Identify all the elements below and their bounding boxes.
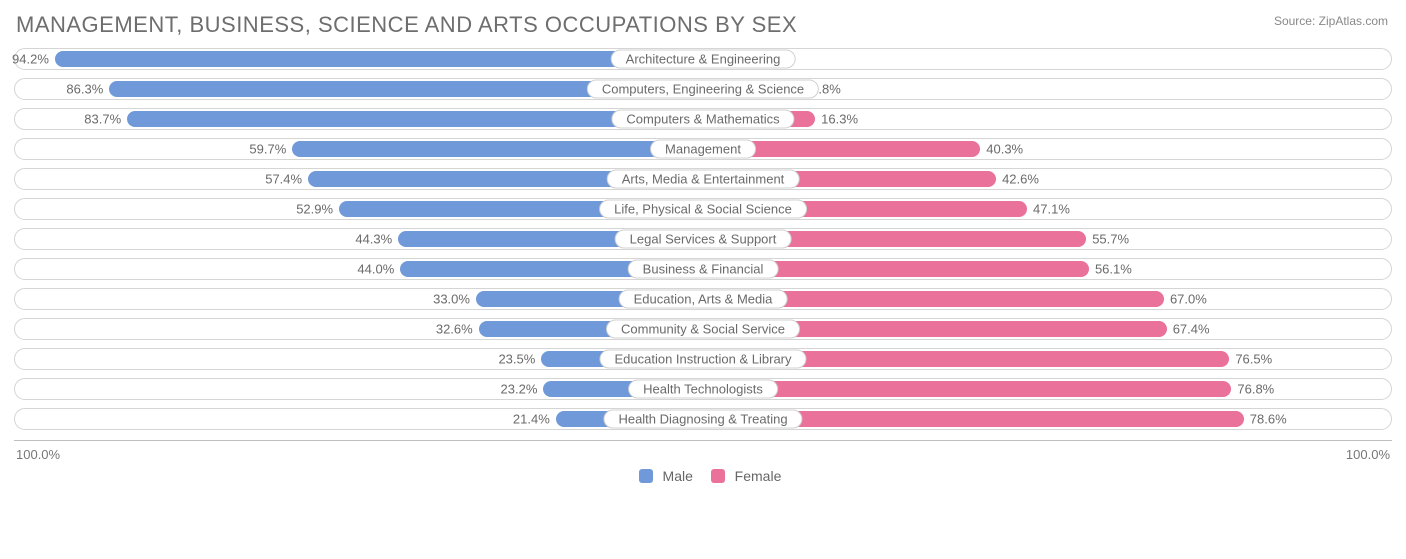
bar-row: 44.0% 56.1% Business & Financial [14,258,1392,280]
bar-row: 94.2%5.8%Architecture & Engineering [14,48,1392,70]
bar-row: 21.4% 78.6% Health Diagnosing & Treating [14,408,1392,430]
category-label: Legal Services & Support [615,230,792,249]
male-pct-label: 23.2% [501,382,538,397]
chart-title: MANAGEMENT, BUSINESS, SCIENCE AND ARTS O… [16,12,1392,38]
bar-row: 23.2% 76.8% Health Technologists [14,378,1392,400]
male-pct-label: 21.4% [513,412,550,427]
bar-track: 44.0% 56.1% Business & Financial [14,258,1392,280]
bar-track: 52.9% 47.1% Life, Physical & Social Scienc… [14,198,1392,220]
x-axis-right-label: 100.0% [1346,447,1390,462]
female-pct-label: 47.1% [1033,202,1070,217]
male-pct-label: 33.0% [433,292,470,307]
female-pct-label: 40.3% [986,142,1023,157]
bar-row: 57.4% 42.6% Arts, Media & Entertainment [14,168,1392,190]
legend: Male Female [14,468,1392,484]
bar-track: 59.7% 40.3% Management [14,138,1392,160]
bar-female [703,381,1231,397]
category-label: Management [650,140,756,159]
bar-track: 57.4% 42.6% Arts, Media & Entertainment [14,168,1392,190]
bar-row: 23.5% 76.5% Education Instruction & Librar… [14,348,1392,370]
category-label: Business & Financial [628,260,779,279]
bar-male [292,141,703,157]
bar-track: 21.4% 78.6% Health Diagnosing & Treating [14,408,1392,430]
male-pct-label: 52.9% [296,202,333,217]
bar-track: 83.7% 16.3% Computers & Mathematics [14,108,1392,130]
x-axis: 100.0% 100.0% [16,447,1390,462]
bar-track: 23.5% 76.5% Education Instruction & Librar… [14,348,1392,370]
bar-track: 44.3% 55.7% Legal Services & Support [14,228,1392,250]
legend-swatch-male [639,469,653,483]
female-pct-label: 67.0% [1170,292,1207,307]
bar-track: 23.2% 76.8% Health Technologists [14,378,1392,400]
male-pct-label: 23.5% [498,352,535,367]
male-pct-label: 44.3% [355,232,392,247]
category-label: Community & Social Service [606,320,800,339]
category-label: Health Diagnosing & Treating [603,410,802,429]
bar-track: 32.6% 67.4% Community & Social Service [14,318,1392,340]
legend-label-female: Female [735,468,782,484]
male-pct-label: 32.6% [436,322,473,337]
category-label: Computers, Engineering & Science [587,80,819,99]
bar-male [55,51,703,67]
source-attribution: Source: ZipAtlas.com [1274,14,1388,28]
plot-area: 94.2%5.8%Architecture & Engineering 86.3%… [14,48,1392,441]
category-label: Education, Arts & Media [619,290,788,309]
male-pct-label: 94.2% [12,52,49,67]
female-pct-label: 16.3% [821,112,858,127]
legend-label-male: Male [663,468,693,484]
female-pct-label: 67.4% [1173,322,1210,337]
bar-row: 83.7% 16.3% Computers & Mathematics [14,108,1392,130]
bar-row: 52.9% 47.1% Life, Physical & Social Scienc… [14,198,1392,220]
category-label: Architecture & Engineering [611,50,796,69]
male-pct-label: 59.7% [249,142,286,157]
bar-row: 33.0% 67.0% Education, Arts & Media [14,288,1392,310]
bar-track: 86.3%13.8%Computers, Engineering & Scien… [14,78,1392,100]
female-pct-label: 76.5% [1235,352,1272,367]
category-label: Life, Physical & Social Science [599,200,807,219]
bar-row: 86.3%13.8%Computers, Engineering & Scien… [14,78,1392,100]
female-pct-label: 42.6% [1002,172,1039,187]
category-label: Arts, Media & Entertainment [607,170,800,189]
bar-track: 94.2%5.8%Architecture & Engineering [14,48,1392,70]
female-pct-label: 76.8% [1237,382,1274,397]
bar-track: 33.0% 67.0% Education, Arts & Media [14,288,1392,310]
category-label: Health Technologists [628,380,778,399]
bar-row: 32.6% 67.4% Community & Social Service [14,318,1392,340]
male-pct-label: 86.3% [66,82,103,97]
male-pct-label: 44.0% [357,262,394,277]
bar-row: 59.7% 40.3% Management [14,138,1392,160]
x-axis-left-label: 100.0% [16,447,60,462]
female-pct-label: 56.1% [1095,262,1132,277]
female-pct-label: 55.7% [1092,232,1129,247]
legend-swatch-female [711,469,725,483]
bar-row: 44.3% 55.7% Legal Services & Support [14,228,1392,250]
category-label: Computers & Mathematics [611,110,794,129]
category-label: Education Instruction & Library [599,350,806,369]
male-pct-label: 57.4% [265,172,302,187]
female-pct-label: 78.6% [1250,412,1287,427]
diverging-bar-chart: MANAGEMENT, BUSINESS, SCIENCE AND ARTS O… [0,0,1406,559]
male-pct-label: 83.7% [84,112,121,127]
